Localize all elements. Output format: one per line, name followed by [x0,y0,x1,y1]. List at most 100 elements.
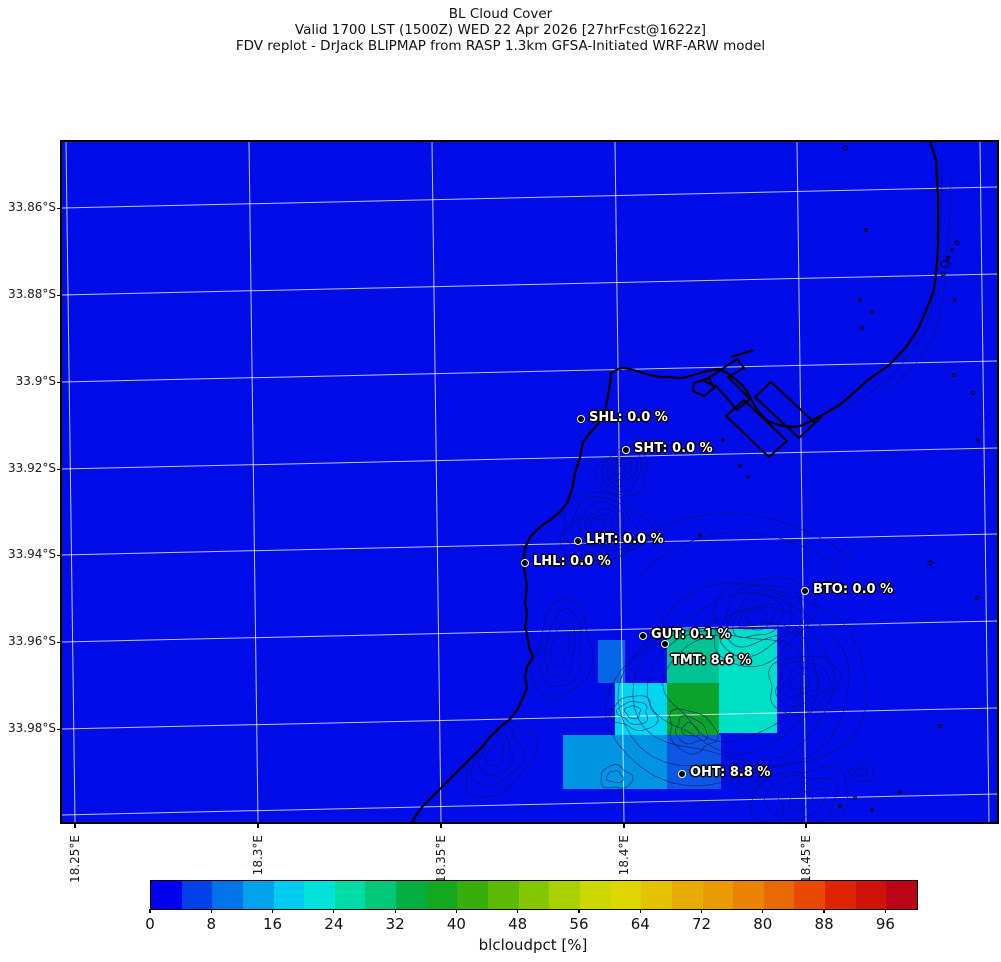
colorbar-segment-96-100 [886,881,918,909]
colorbar-tick-label: 32 [385,915,405,933]
y-tick-mark [57,728,61,730]
colorbar-tick-label: 16 [263,915,283,933]
colorbar-tick [639,909,641,913]
x-tick-mark [440,824,442,828]
x-tick-mark [74,824,76,828]
x-tick-mark [805,824,807,828]
colorbar-segment-44-48 [488,881,519,909]
title-line-3: FDV replot - DrJack BLIPMAP from RASP 1.… [235,38,766,54]
y-tick-mark [57,294,61,296]
colorbar-tick [884,909,886,913]
lat-gridline [62,533,997,556]
y-tick-label: 33.86°S [8,200,56,214]
colorbar-tick-label: 24 [324,915,344,933]
colorbar-segment-52-56 [549,881,580,909]
title-line-1: BL Cloud Cover [448,6,553,22]
lat-gridline [62,620,997,643]
colorbar-segment-92-96 [855,881,887,909]
colorbar-segment-72-76 [702,881,734,909]
colorbar-tick [271,909,274,913]
colorbar-tick [823,909,825,913]
y-tick-mark [57,207,61,209]
colorbar-tick-label: 8 [206,915,217,933]
y-tick-label: 33.92°S [8,461,56,475]
lat-gridline [62,186,997,209]
colorbar-tick [578,909,580,913]
lat-gridline [62,360,997,383]
coastline [411,142,940,822]
colorbar-segment-24-28 [334,881,366,909]
map-area [62,142,997,822]
colorbar-tick [700,909,703,913]
cell-turquoise-tall [719,629,777,733]
y-tick-mark [57,468,61,470]
colorbar-segment-68-72 [671,881,703,909]
colorbar-segment-28-32 [365,881,397,909]
x-tick-text: 18.35°E [434,835,448,883]
colorbar-tick [210,909,212,913]
colorbar-segment-4-8 [181,881,213,909]
x-tick-text: 18.25°E [68,835,82,883]
lat-gridline [62,447,997,470]
x-tick-mark [257,824,259,828]
y-tick-label: 33.98°S [8,721,56,735]
colorbar-segment-12-16 [242,881,274,909]
colorbar-tick [455,909,457,913]
x-tick-text: 18.4°E [617,835,631,876]
colorbar-tick-label: 40 [446,915,466,933]
x-tick-text: 18.3°E [251,835,265,876]
islets [698,145,980,812]
graticule [62,142,997,822]
colorbar-tick [149,909,151,913]
colorbar-tick [333,909,335,913]
y-tick-mark [57,554,61,556]
colorbar-tick [394,909,396,913]
colorbar-segment-32-36 [396,881,427,909]
lat-gridline [62,273,997,296]
colorbar-tick [762,909,764,913]
terrain-contours [465,164,952,822]
map-canvas [62,142,997,822]
colorbar-tick-label: 56 [569,915,589,933]
cell-teal-tmt [667,629,719,683]
lon-gridline [248,142,259,822]
cell-azure-wide [563,735,667,789]
colorbar-tick-label: 0 [145,915,155,933]
x-tick-text: 18.45°E [799,835,813,883]
harbor-piers [691,349,823,459]
ocean-land-fill [62,142,997,822]
colorbar-segment-36-40 [426,881,458,909]
colorbar-segment-20-24 [304,881,335,909]
colorbar-segment-76-80 [733,881,764,909]
x-tick-label: 18.3°E [251,831,291,875]
x-tick-label: 18.45°E [799,831,847,883]
y-tick-label: 33.88°S [8,287,56,301]
colorbar-tick [517,909,519,913]
colorbar-segment-84-88 [794,881,826,909]
colorbar-segment-64-68 [641,881,672,909]
colorbar-segment-40-44 [457,881,489,909]
colorbar-tick-label: 96 [875,915,895,933]
colorbar-segment-0-4 [151,881,182,909]
cell-light-blue-small [598,640,625,683]
colorbar-axis-label: blcloudpct [%] [478,936,588,954]
lon-gridline [65,142,76,822]
y-tick-mark [57,381,61,383]
x-tick-label: 18.4°E [617,831,657,875]
colorbar-segment-48-52 [518,881,550,909]
lat-gridline [62,707,997,730]
cell-green [667,683,719,737]
cell-medium-blue [667,735,721,789]
lon-gridline [614,142,625,822]
colorbar-segment-80-84 [763,881,795,909]
colorbar-segment-16-20 [273,881,305,909]
lat-gridline [62,793,997,816]
y-tick-mark [57,641,61,643]
x-tick-mark [623,824,625,828]
x-tick-label: 18.35°E [434,831,482,883]
colorbar-segment-60-64 [610,881,642,909]
lon-gridline [796,142,807,822]
colorbar [150,880,918,910]
colorbar-segment-8-12 [212,881,243,909]
y-tick-label: 33.9°S [15,374,56,388]
